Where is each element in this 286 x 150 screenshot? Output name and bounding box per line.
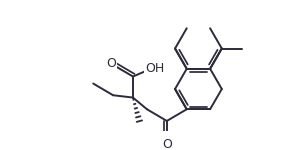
Text: O: O xyxy=(162,138,172,150)
Text: O: O xyxy=(106,57,116,70)
Text: OH: OH xyxy=(145,62,164,75)
